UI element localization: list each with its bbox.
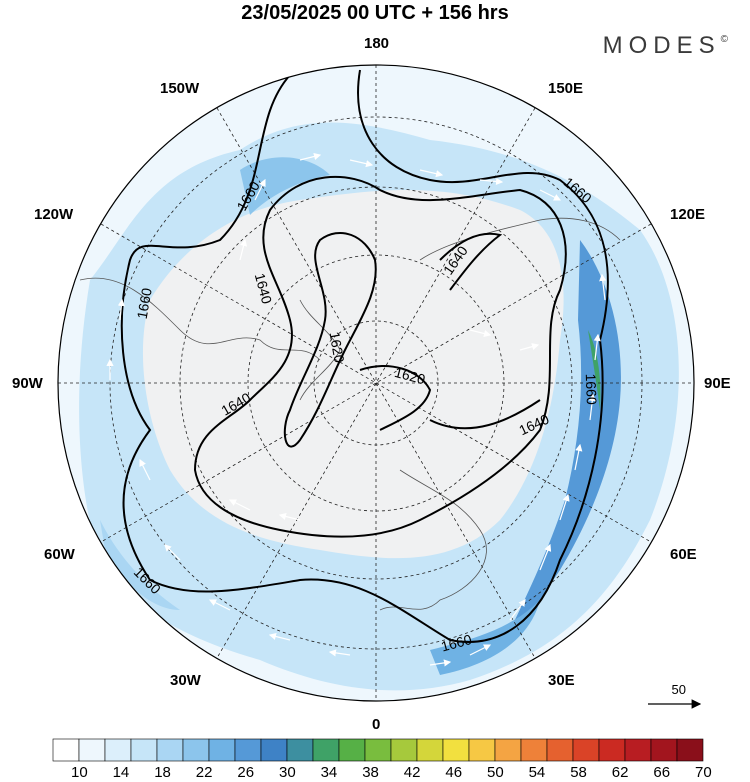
colorbar-swatch	[364, 738, 392, 762]
colorbar-swatch	[208, 738, 236, 762]
colorbar-tick-label: 50	[487, 764, 504, 781]
lon-label-60w: 60W	[44, 546, 75, 563]
colorbar-swatch	[104, 738, 132, 762]
lon-label-120w: 120W	[34, 206, 74, 223]
brand-name: MODES	[602, 32, 721, 59]
lon-label-0: 0	[372, 716, 381, 733]
colorbar-swatch	[338, 738, 366, 762]
contour-label: 1660	[134, 286, 155, 320]
colorbar-swatch	[156, 738, 184, 762]
colorbar-swatch	[182, 738, 210, 762]
lon-label-90e: 90E	[704, 375, 731, 392]
colorbar-swatch	[234, 738, 262, 762]
lon-label-150e: 150E	[548, 80, 584, 97]
lon-label-150w: 150W	[160, 80, 200, 97]
lon-label-120e: 120E	[670, 206, 706, 223]
colorbar-swatch	[572, 738, 600, 762]
colorbar-swatch	[624, 738, 652, 762]
modes-logo: MODES©	[603, 32, 728, 60]
colorbar-swatch	[78, 738, 106, 762]
colorbar-swatch	[390, 738, 418, 762]
contour-label: 1640	[252, 271, 276, 305]
contour-label-extra: 1660	[439, 631, 473, 655]
colorbar-swatch	[52, 738, 80, 762]
colorbar-tick-label: 22	[195, 764, 213, 781]
colorbar-tick-label: 62	[611, 764, 629, 781]
colorbar-swatch	[650, 738, 678, 762]
colorbar-tick-label: 14	[112, 764, 130, 781]
colorbar-tick-label: 26	[237, 764, 255, 781]
colorbar-tick-label: 70	[695, 764, 712, 781]
lon-label-30e: 30E	[548, 672, 575, 689]
colorbar-swatch	[598, 738, 626, 762]
reference-vector-label: 50	[671, 682, 686, 697]
colorbar-tick-label: 34	[320, 764, 338, 781]
colorbar-swatch	[130, 738, 158, 762]
colorbar-swatch	[676, 738, 704, 762]
colorbar-tick-label: 18	[154, 764, 171, 781]
colorbar-swatch	[416, 738, 444, 762]
colorbar-swatch	[312, 738, 340, 762]
colorbar-swatch	[546, 738, 574, 762]
contour-label: 1620	[393, 364, 427, 388]
wind-speed-shading	[58, 65, 694, 701]
copyright-mark: ©	[720, 34, 728, 45]
colorbar-tick-label: 38	[362, 764, 379, 781]
colorbar-swatch	[442, 738, 470, 762]
colorbar-tick-label: 42	[403, 764, 421, 781]
colorbar-swatch	[286, 738, 314, 762]
contour-label: 1660	[583, 373, 600, 405]
lon-label-90w: 90W	[12, 375, 43, 392]
map-title: 23/05/2025 00 UTC + 156 hrs	[241, 2, 509, 24]
contour-label: 1620	[327, 331, 348, 365]
colorbar-swatch	[260, 738, 288, 762]
lon-label-30w: 30W	[170, 672, 201, 689]
colorbar-tick-label: 10	[71, 764, 88, 781]
colorbar-swatch	[520, 738, 548, 762]
colorbar-tick-label: 58	[570, 764, 587, 781]
lon-label-60e: 60E	[670, 546, 697, 563]
colorbar-swatch	[494, 738, 522, 762]
lon-label-180: 180	[364, 35, 390, 52]
colorbar-tick-label: 46	[445, 764, 463, 781]
colorbar-tick-label: 30	[279, 764, 296, 781]
colorbar-tick-label: 66	[653, 764, 671, 781]
colorbar-swatch	[468, 738, 496, 762]
colorbar-tick-label: 54	[528, 764, 546, 781]
